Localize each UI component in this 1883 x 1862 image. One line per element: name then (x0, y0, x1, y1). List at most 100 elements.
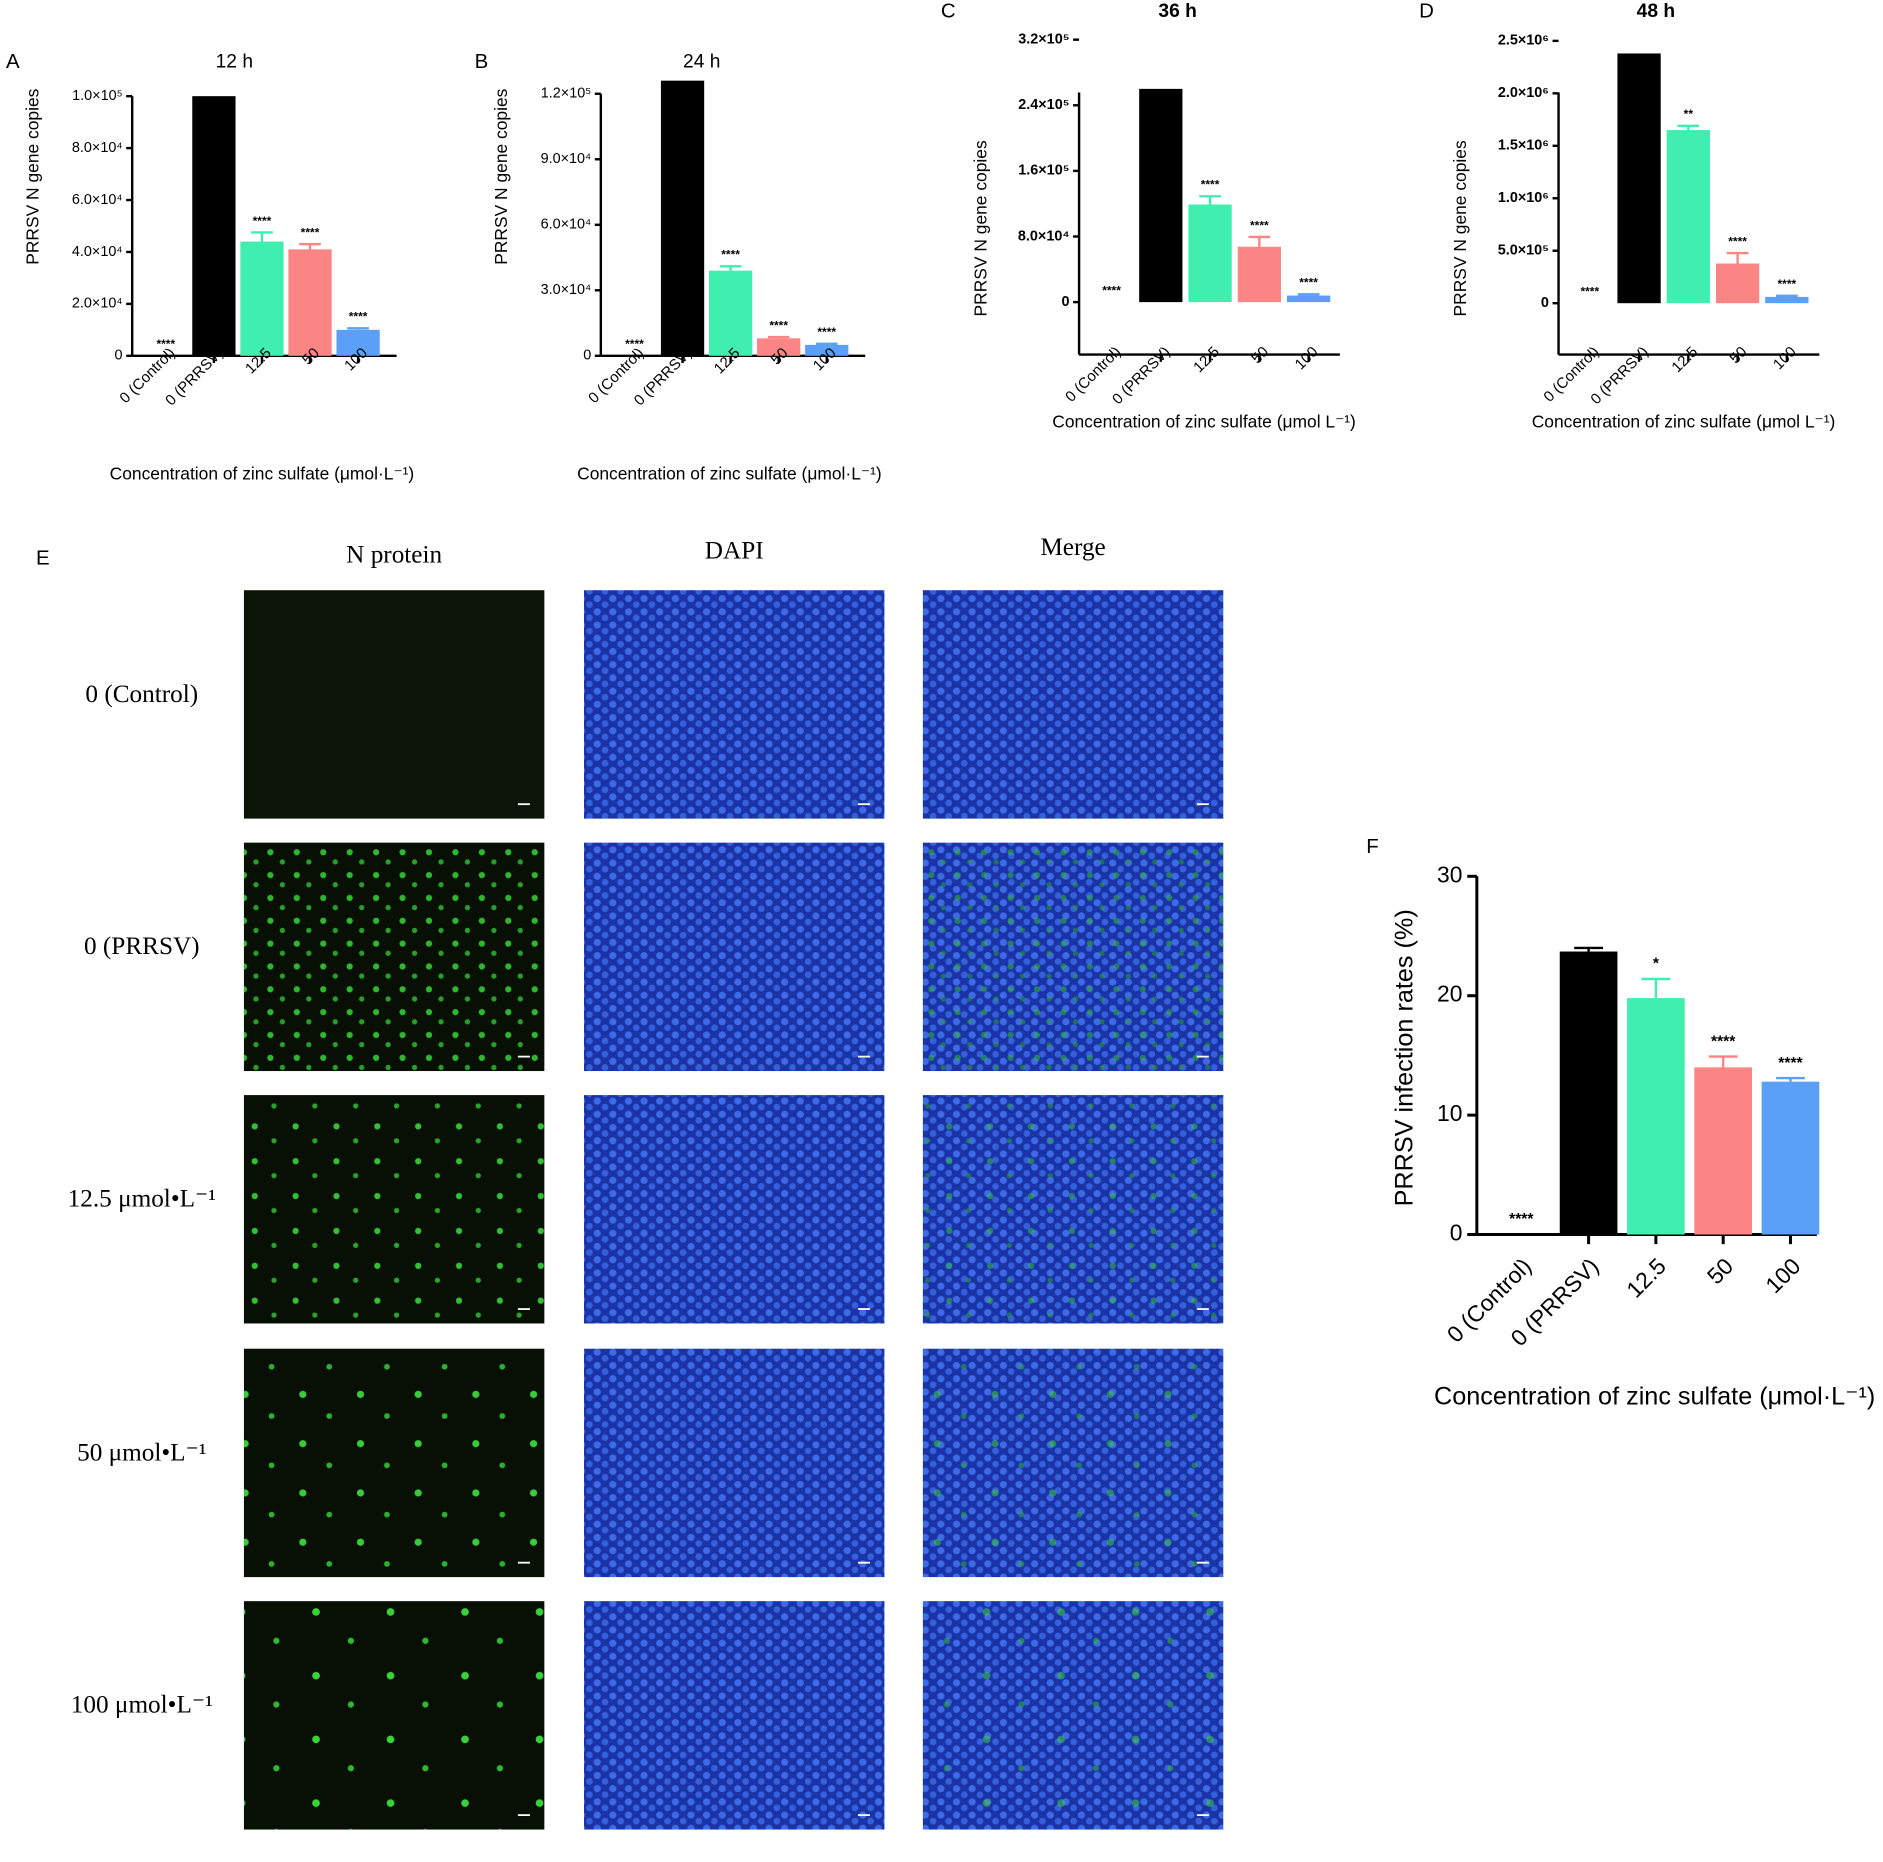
green-signal (922, 1348, 1224, 1578)
nuclei (584, 1601, 885, 1830)
bar (336, 329, 380, 356)
panel-letter: D (1419, 0, 1434, 22)
y-tick-label: 0 (115, 348, 123, 364)
green-signal (243, 1348, 545, 1578)
bar (1237, 246, 1281, 303)
y-tick-label: 6.0×10⁴ (541, 217, 592, 233)
y-tick-label: 1.0×10⁶ (1498, 190, 1549, 206)
significance-label: **** (625, 337, 644, 351)
micrograph (922, 1095, 1224, 1324)
error-bar (1677, 124, 1700, 131)
nuclei (584, 842, 885, 1072)
x-tick-label: 50 (1727, 343, 1751, 367)
micrograph (243, 1601, 545, 1830)
significance-label: **** (769, 318, 788, 332)
x-axis-title: Concentration of zinc sulfate (μmol·L⁻¹) (1434, 1383, 1875, 1411)
micrograph (584, 1348, 885, 1578)
chart-panel: B 24 h PRRSV N gene copies Concentration of… (475, 51, 882, 484)
bar (192, 96, 236, 356)
micrograph (584, 1095, 885, 1324)
chart-title: 36 h (1158, 1, 1196, 22)
nuclei (584, 1348, 885, 1578)
significance-label: **** (1299, 276, 1318, 290)
bar (757, 338, 801, 356)
y-axis-title: PRRSV N gene copies (491, 88, 511, 264)
green-signal (922, 842, 1224, 1072)
bar (660, 80, 705, 356)
chart-panel: A 12 h PRRSV N gene copies Concentration of… (6, 51, 414, 484)
green-signal (243, 842, 545, 1072)
y-tick-label: 1.5×10⁶ (1498, 138, 1549, 154)
x-tick-label: 12.5 (1190, 343, 1223, 376)
chart-panel: C 36 h PRRSV N gene copies Concentration of… (941, 0, 1356, 431)
error-bar (1297, 293, 1320, 296)
y-tick-label: 30 (1437, 861, 1462, 887)
error-bar (1776, 294, 1798, 298)
x-axis-title: Concentration of zinc sulfate (μmol·L⁻¹) (577, 463, 882, 483)
y-tick-label: 1.6×10⁵ (1018, 163, 1069, 179)
micrograph (584, 1601, 885, 1830)
bar (240, 241, 284, 356)
y-axis-title: PRRSV N gene copies (1450, 140, 1470, 316)
micrograph (243, 842, 545, 1072)
y-tick-label: 3.0×10⁴ (541, 282, 592, 298)
chart-title: 12 h (216, 52, 253, 73)
green-signal (922, 1095, 1224, 1324)
significance-label: **** (1102, 283, 1121, 297)
y-tick-label: 2.5×10⁶ (1498, 33, 1549, 49)
error-bar (347, 327, 369, 330)
significance-label: **** (253, 214, 272, 228)
column-label: N protein (346, 541, 442, 568)
significance-label: **** (1250, 218, 1269, 232)
error-bar (719, 265, 742, 271)
y-tick-label: 3.2×10⁵ (1018, 31, 1069, 47)
x-axis-title: Concentration of zinc sulfate (μmol L⁻¹) (1532, 412, 1836, 432)
x-tick-label: 50 (1248, 343, 1272, 367)
y-tick-label: 10 (1437, 1100, 1462, 1126)
significance-label: **** (1711, 1033, 1736, 1050)
significance-label: **** (301, 226, 320, 240)
y-tick-label: 20 (1437, 981, 1462, 1007)
y-tick-label: 2.0×10⁶ (1498, 85, 1549, 101)
micrograph (922, 1601, 1224, 1830)
x-tick-label: 50 (1702, 1253, 1738, 1289)
significance-label: **** (817, 325, 836, 339)
chart-panel: F PRRSV infection rates (%) Concentration … (1366, 836, 1875, 1411)
error-bar (1708, 1055, 1738, 1068)
significance-label: **** (721, 248, 740, 262)
error-bar (1776, 1076, 1805, 1082)
significance-label: * (1653, 956, 1660, 973)
bar (1715, 263, 1760, 304)
column-label: Merge (1040, 534, 1105, 561)
significance-label: **** (1580, 285, 1599, 299)
bar (708, 270, 753, 356)
error-bar (1574, 946, 1604, 952)
error-bar (815, 342, 838, 346)
nuclei (584, 1095, 885, 1324)
y-tick-label: 2.0×10⁴ (72, 296, 123, 312)
error-bar (1248, 235, 1271, 247)
bar (1139, 88, 1183, 303)
bar (1559, 951, 1618, 1235)
micrograph (922, 842, 1224, 1072)
green-signal (922, 1601, 1224, 1830)
bar (1188, 204, 1232, 303)
bar (288, 249, 332, 356)
bar (1286, 295, 1331, 303)
y-tick-label: 4.0×10⁴ (72, 244, 123, 260)
chart-title: 48 h (1637, 1, 1675, 22)
y-axis-title: PRRSV N gene copies (22, 88, 42, 264)
x-axis-title: Concentration of zinc sulfate (μmol·L⁻¹) (110, 463, 415, 483)
bar (805, 344, 849, 356)
x-axis-title: Concentration of zinc sulfate (μmol L⁻¹) (1052, 412, 1356, 432)
error-bar (1641, 977, 1671, 999)
green-signal (243, 1601, 545, 1830)
micrograph (922, 1348, 1224, 1578)
y-axis-title: PRRSV infection rates (%) (1391, 909, 1419, 1206)
panel-letter: F (1366, 836, 1378, 858)
x-tick-label: 100 (1292, 343, 1322, 373)
micrograph (922, 590, 1224, 819)
bar (1617, 53, 1661, 304)
error-bar (1199, 195, 1221, 205)
